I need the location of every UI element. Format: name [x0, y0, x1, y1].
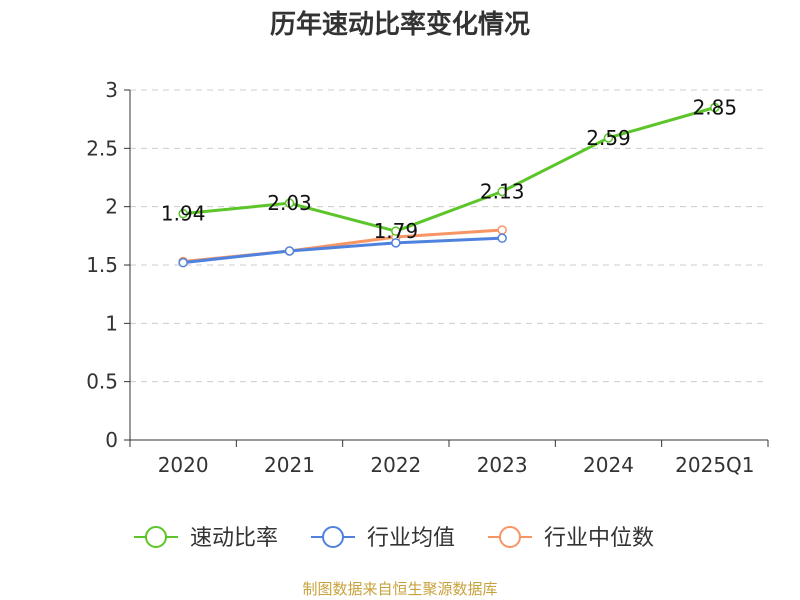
legend-marker: [322, 526, 344, 548]
data-label: 2.85: [693, 96, 738, 120]
source-note: 制图数据来自恒生聚源数据库: [302, 580, 497, 598]
data-label: 2.13: [480, 180, 525, 204]
legend-label: 行业中位数: [544, 526, 654, 551]
x-tick-label: 2022: [370, 453, 421, 477]
data-point-0: [178, 208, 188, 219]
legend-marker: [145, 526, 167, 548]
x-tick-label: 2020: [158, 453, 209, 477]
data-point-0: [497, 186, 507, 197]
series-line-0: [183, 106, 716, 233]
data-point-1: [391, 238, 401, 248]
legend-label: 速动比率: [190, 526, 278, 551]
y-tick-label: 0.5: [86, 370, 118, 394]
y-tick-label: 1.5: [86, 253, 118, 277]
grid-lines: [130, 89, 768, 383]
data-labels: 1.94 2.03 1.79 2.13 2.59 2.85: [161, 96, 737, 244]
data-point-1: [497, 233, 507, 243]
data-label: 1.94: [161, 202, 206, 226]
axes: 0 0.5 1 1.5 2 2.5 3 2020 2021 2022 2023 2024 2025Q1: [86, 78, 769, 477]
data-point-0: [710, 102, 720, 113]
data-point-1: [178, 257, 188, 268]
data-point-1: [284, 246, 295, 256]
data-point-0: [284, 198, 295, 208]
y-tick-label: 0: [105, 428, 118, 452]
x-tick-label: 2023: [477, 453, 528, 477]
series-line-1: [183, 236, 503, 265]
series-lines: [183, 106, 716, 265]
data-point-0: [391, 226, 401, 236]
x-tick-label: 2021: [264, 453, 315, 477]
y-tick-label: 1: [105, 311, 118, 335]
data-point-2: [497, 225, 507, 235]
chart-title: 历年速动比率变化情况: [270, 9, 530, 40]
data-point-0: [603, 133, 614, 143]
legend-label: 行业均值: [367, 526, 455, 551]
data-label: 2.59: [586, 126, 631, 150]
x-tick-label: 2025Q1: [675, 453, 754, 477]
legend-marker: [499, 526, 521, 548]
y-tick-label: 2: [105, 195, 118, 219]
data-label: 2.03: [267, 191, 312, 215]
series-points: [178, 102, 720, 268]
y-tick-label: 2.5: [86, 136, 118, 160]
y-tick-label: 3: [105, 78, 118, 102]
legend: 速动比率 行业均值 行业中位数: [134, 526, 654, 551]
x-tick-label: 2024: [583, 453, 634, 477]
data-label: 1.79: [374, 219, 419, 243]
